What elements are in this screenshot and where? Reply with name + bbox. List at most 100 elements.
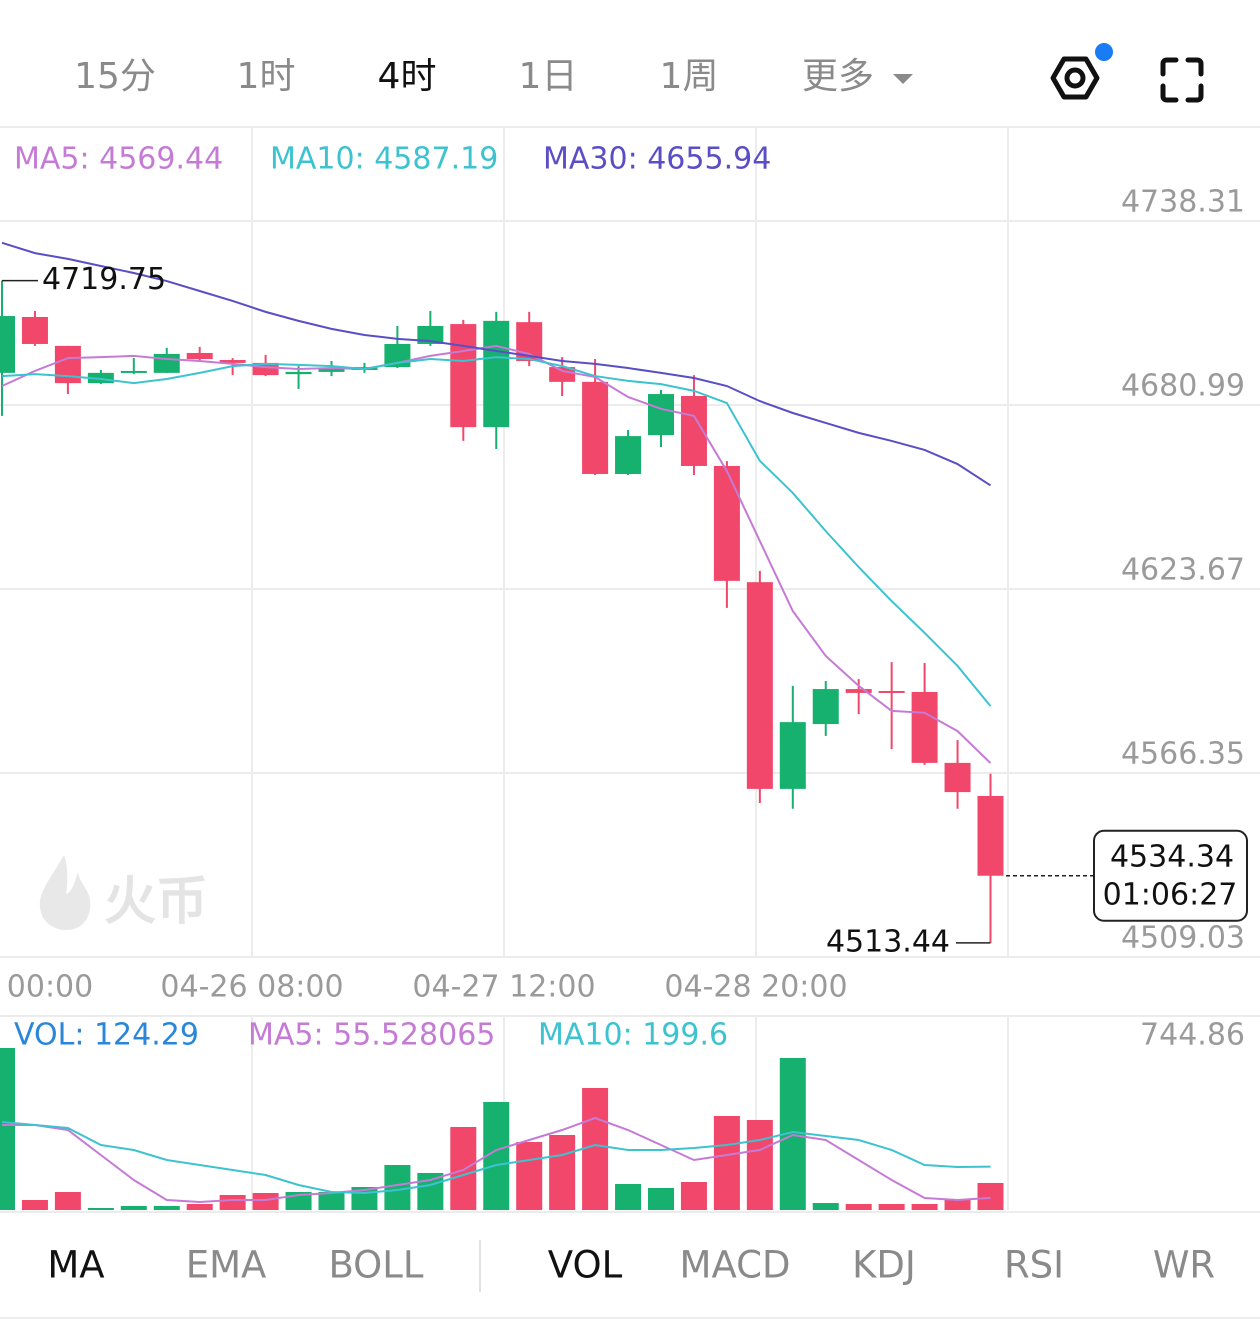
dropdown-arrow — [893, 74, 913, 84]
corner — [1160, 57, 1179, 77]
settings-icon-core — [1064, 67, 1086, 89]
candle-body — [450, 324, 477, 428]
fullscreen-button[interactable] — [1160, 57, 1204, 103]
volume-bar — [318, 1191, 345, 1210]
candle-body — [285, 371, 312, 375]
legend-entry: MA10: 199.6 — [538, 1018, 728, 1053]
min-label: 4513.44 — [826, 924, 950, 959]
indicator-tab[interactable]: RSI — [1004, 1244, 1064, 1287]
candle-body — [812, 689, 839, 725]
timeframe-tab[interactable]: 1周 — [660, 56, 719, 97]
legend-entry: MA5: 4569.44 — [14, 142, 223, 177]
volume-bar — [219, 1194, 246, 1210]
volume-bar — [153, 1205, 180, 1210]
candle-body — [648, 394, 674, 436]
y-tick-label: 4566.35 — [1121, 736, 1245, 771]
countdown: 01:06:27 — [1103, 877, 1238, 912]
x-tick-label: 04-26 08:00 — [160, 970, 343, 1005]
volume-bar — [615, 1184, 642, 1210]
candle-body — [153, 353, 180, 373]
legend-entry: MA10: 4587.19 — [270, 142, 498, 177]
volume-bar — [648, 1187, 674, 1210]
candle-body — [582, 381, 609, 474]
volume-bar — [186, 1203, 213, 1210]
volume-ma-line — [2, 1116, 991, 1204]
volume-bar — [87, 1207, 114, 1210]
indicator-tab[interactable]: EMA — [186, 1244, 267, 1287]
volume-bar — [252, 1192, 279, 1210]
timeframe-tab[interactable]: 15分 — [74, 56, 156, 97]
candle-body — [219, 360, 246, 363]
y-tick-label: 4738.31 — [1121, 184, 1245, 219]
candle-body — [615, 436, 642, 474]
volume-bar — [384, 1165, 411, 1210]
volume-bar — [417, 1173, 444, 1210]
legend-entry: VOL: 124.29 — [14, 1018, 199, 1053]
volume-bar — [549, 1134, 576, 1210]
x-tick-label: 00:00 — [7, 970, 93, 1005]
indicator-tab[interactable]: MACD — [680, 1244, 791, 1287]
candle-body — [549, 367, 576, 382]
candle-body — [944, 762, 971, 793]
timeframe-tab[interactable]: 更多 — [802, 56, 874, 97]
timeframe-tab[interactable]: 1日 — [519, 56, 578, 97]
candle-body — [713, 465, 740, 581]
candle-body — [0, 316, 15, 373]
settings-button[interactable] — [1050, 43, 1113, 100]
legend-entry: MA30: 4655.94 — [543, 142, 771, 177]
candle-body — [746, 582, 773, 789]
candle-body — [186, 352, 213, 360]
volume-bar — [878, 1203, 905, 1210]
y-tick-label: 4623.67 — [1121, 552, 1245, 587]
y-tick-label: 744.86 — [1140, 1018, 1245, 1053]
price-box — [1093, 829, 1248, 922]
y-tick-label: 4680.99 — [1121, 368, 1245, 403]
volume-bar — [713, 1116, 740, 1210]
settings-icon — [1050, 56, 1100, 100]
indicator-tab[interactable]: WR — [1153, 1244, 1215, 1287]
candle-body — [417, 325, 444, 344]
indicator-tab[interactable]: MA — [47, 1244, 104, 1287]
volume-bar — [54, 1191, 81, 1210]
indicator-tab[interactable]: VOL — [548, 1244, 623, 1287]
candle-body — [911, 691, 938, 763]
corner — [1160, 83, 1179, 103]
indicator-tab[interactable]: BOLL — [328, 1244, 423, 1287]
corner — [1185, 83, 1204, 103]
volume-bar — [812, 1202, 839, 1210]
corner — [1185, 57, 1204, 77]
max-label: 4719.75 — [42, 262, 166, 297]
ma-line — [1, 241, 992, 487]
candle-body — [483, 320, 510, 428]
volume-bar — [977, 1182, 1004, 1210]
legend-entry: MA5: 55.528065 — [248, 1018, 495, 1053]
volume-ma-line — [1, 1121, 991, 1194]
current-price: 4534.34 — [1110, 839, 1234, 874]
notification-dot — [1095, 43, 1113, 61]
ma-line — [1, 356, 992, 707]
ma-line — [1, 344, 992, 764]
candle-body — [977, 795, 1004, 876]
volume-bar — [680, 1182, 707, 1210]
candle-body — [845, 689, 872, 693]
candle-body — [779, 722, 806, 789]
volume-bar — [911, 1203, 938, 1210]
volume-bar — [450, 1127, 477, 1210]
candle-body — [318, 368, 345, 372]
volume-bar — [746, 1120, 773, 1210]
watermark-logo — [39, 855, 91, 930]
x-tick-label: 04-28 20:00 — [664, 970, 847, 1005]
volume-bar — [21, 1199, 48, 1210]
volume-bar — [516, 1141, 543, 1210]
volume-bar — [120, 1205, 147, 1210]
candle-body — [120, 370, 147, 373]
volume-bar — [944, 1199, 971, 1210]
volume-bar — [582, 1087, 609, 1210]
y-tick-label: 4509.03 — [1121, 921, 1245, 956]
watermark: 火币 — [104, 872, 208, 932]
indicator-tab[interactable]: KDJ — [852, 1244, 916, 1287]
timeframe-tab[interactable]: 4时 — [378, 56, 437, 97]
candle-body — [878, 690, 905, 693]
timeframe-tab[interactable]: 1时 — [237, 56, 296, 97]
